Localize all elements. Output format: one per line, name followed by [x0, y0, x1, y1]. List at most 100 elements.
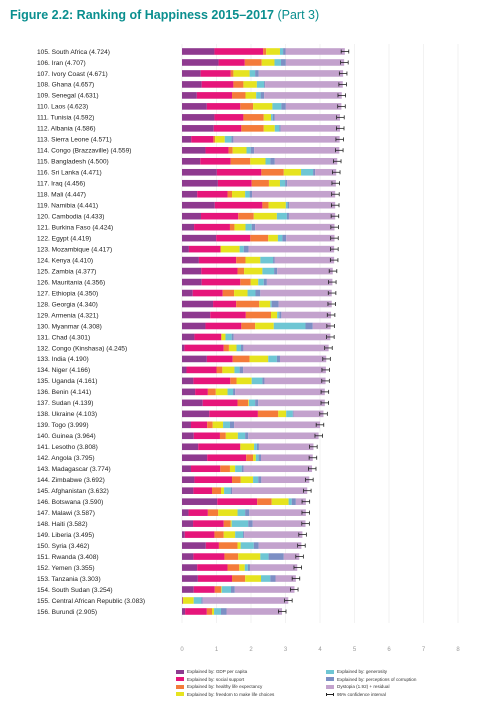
row-label: 116. Sri Lanka (4.471)	[37, 170, 102, 177]
bar-segment-gdp	[182, 586, 194, 593]
bar-segment-health	[237, 267, 245, 275]
bar-segment-dystopia	[286, 234, 335, 242]
bar-segment-dystopia	[288, 212, 336, 220]
bar-segment-corruption	[251, 223, 256, 231]
bar-segment-generosity	[236, 344, 241, 352]
bar-segment-social	[197, 190, 228, 198]
bar-segment-social	[201, 267, 238, 275]
bar-segment-generosity	[279, 48, 284, 55]
bar-segment-dystopia	[274, 256, 335, 264]
row-label: 119. Namibia (4.441)	[37, 203, 98, 210]
row-label: 112. Albania (4.586)	[37, 126, 96, 133]
bar-segment-freedom	[215, 136, 225, 143]
legend-label: Explained by: social support	[187, 676, 245, 682]
bar-segment-generosity	[240, 542, 254, 549]
bar-segment-freedom	[259, 300, 271, 308]
bar-segment-corruption	[220, 608, 227, 615]
bar-segment-freedom	[234, 223, 246, 231]
ci-whisker	[340, 49, 350, 54]
row-label: 133. India (4.190)	[37, 356, 89, 363]
bar-segment-freedom	[278, 410, 287, 418]
legend-swatch	[176, 692, 184, 696]
bar-segment-generosity	[277, 311, 280, 319]
bar-segment-corruption	[256, 443, 259, 451]
bar-segment-health	[232, 476, 241, 484]
ci-whisker	[293, 565, 302, 570]
bar-segment-generosity	[273, 322, 306, 330]
chart-subtitle: (Part 3)	[277, 8, 320, 22]
row-label: 120. Cambodia (4.433)	[37, 213, 104, 220]
bar-segment-corruption	[273, 256, 275, 264]
bar-segment-health	[236, 300, 260, 308]
ci-whisker	[284, 598, 293, 603]
bar-segment-corruption	[245, 509, 250, 516]
bar-segment-health	[207, 388, 216, 396]
bar-segment-gdp	[182, 410, 210, 418]
bar-segment-freedom	[245, 256, 261, 264]
row-label: 122. Egypt (4.419)	[37, 235, 91, 242]
ci-whisker	[330, 236, 339, 241]
bar-segment-corruption	[231, 136, 234, 143]
bar-segment-generosity	[274, 59, 282, 66]
bar-segment-health	[232, 92, 246, 99]
bar-segment-gdp	[182, 465, 191, 473]
bar-segment-gdp	[182, 542, 206, 549]
bar-segment-corruption	[239, 366, 244, 374]
bar-segment-corruption	[260, 92, 265, 99]
bar-segment-generosity	[272, 103, 282, 110]
bar-segment-health	[214, 531, 224, 538]
legend-label: Explained by: generosity	[337, 669, 388, 674]
bar-segment-generosity	[268, 355, 277, 363]
bar-segment-social	[218, 59, 245, 66]
bar-segment-dystopia	[278, 300, 332, 308]
ci-whisker	[301, 499, 311, 504]
bar-segment-corruption	[279, 311, 282, 319]
ci-whisker	[324, 345, 333, 350]
bar-segment-corruption	[245, 432, 249, 440]
bar-segment-social	[194, 476, 233, 484]
bar-segment-freedom	[261, 59, 275, 66]
bar-segment-health	[238, 212, 254, 220]
bar-segment-corruption	[243, 245, 249, 253]
row-label: 135. Uganda (4.161)	[37, 378, 98, 385]
bar-segment-social	[201, 278, 241, 286]
row-label: 126. Mauritania (4.356)	[37, 279, 105, 286]
row-label: 149. Liberia (3.495)	[37, 532, 94, 539]
bar-segment-health	[216, 366, 223, 374]
x-tick-label: 5	[353, 647, 357, 653]
bar-segment-freedom	[250, 278, 259, 286]
bar-segment-health	[219, 432, 226, 440]
row-label: 147. Malawi (3.587)	[37, 510, 95, 517]
ci-whisker	[278, 609, 287, 614]
bar-segment-social	[184, 344, 224, 352]
bar-segment-corruption	[286, 212, 289, 220]
bar-segment-dystopia	[264, 377, 326, 385]
bar-segment-social	[188, 245, 221, 253]
bar-segment-dystopia	[244, 531, 303, 538]
x-tick-label: 7	[422, 647, 426, 653]
bar-segment-gdp	[182, 245, 189, 253]
bar-segment-health	[261, 168, 284, 176]
bar-segment-freedom	[220, 487, 225, 494]
row-label: 128. Georgia (4.340)	[37, 301, 98, 308]
bar-segment-freedom	[266, 48, 280, 55]
bar-segment-generosity	[235, 465, 242, 473]
bar-segment-social	[205, 147, 229, 154]
confidence-intervals	[278, 49, 350, 614]
bar-segment-generosity	[276, 212, 287, 220]
row-label: 143. Madagascar (3.774)	[37, 466, 111, 473]
row-label: 123. Mozambique (4.417)	[37, 246, 112, 253]
bar-segment-social	[193, 520, 224, 527]
ci-whisker	[309, 444, 318, 449]
bar-segment-social	[214, 48, 264, 55]
bar-segment-health	[240, 103, 254, 110]
bar-segment-freedom	[283, 168, 302, 176]
bar-segment-dystopia	[202, 597, 289, 604]
bar-segment-corruption	[230, 586, 235, 593]
row-label: 110. Laos (4.623)	[37, 104, 88, 111]
bar-segment-corruption	[282, 234, 287, 242]
bar-segment-corruption	[263, 278, 267, 286]
bar-segment-generosity	[270, 300, 272, 308]
bar-segment-health	[250, 234, 269, 242]
bar-segment-dystopia	[258, 70, 344, 77]
